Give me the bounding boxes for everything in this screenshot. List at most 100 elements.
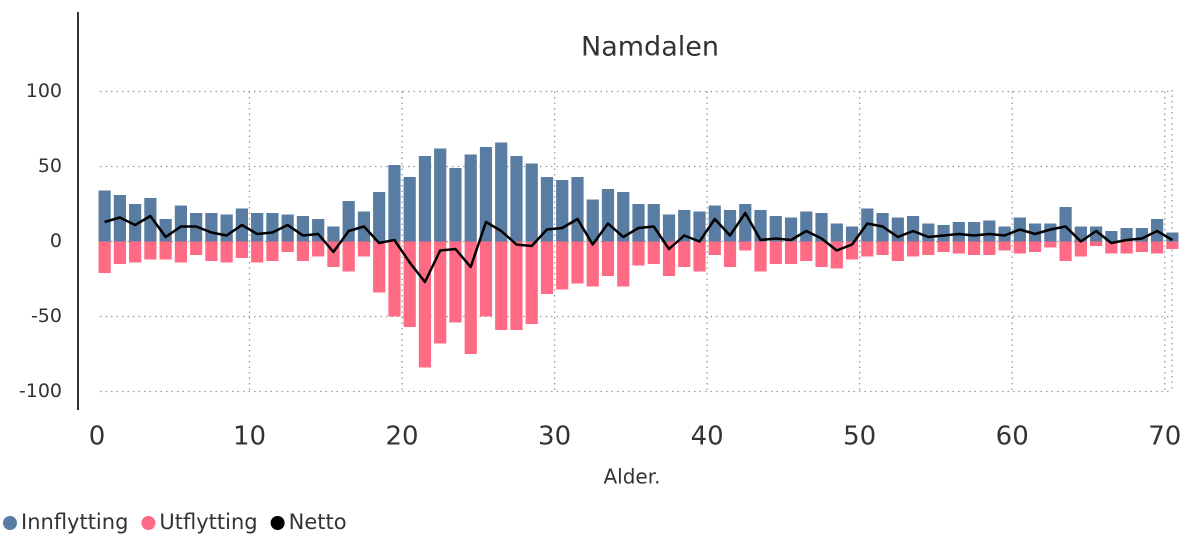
bar: [769, 216, 782, 242]
bar: [556, 180, 569, 242]
bar: [1120, 228, 1133, 242]
bar: [586, 241, 599, 287]
bar: [754, 241, 767, 272]
bar: [1105, 241, 1118, 254]
x-axis-label: Alder.: [604, 465, 661, 489]
bar: [205, 241, 218, 261]
y-tick-label: 0: [50, 230, 62, 252]
chart-title: Namdalen: [581, 32, 719, 63]
bar: [1028, 223, 1042, 242]
bar: [464, 241, 477, 354]
bar: [1028, 241, 1042, 252]
bar: [403, 241, 416, 327]
bar: [449, 241, 462, 323]
bar: [540, 241, 554, 294]
y-tick-label: -50: [31, 305, 62, 327]
bar: [220, 241, 233, 263]
legend-marker: [141, 516, 156, 530]
bar: [327, 226, 340, 242]
bar: [769, 241, 782, 264]
bar: [998, 241, 1011, 251]
bar: [342, 241, 355, 272]
bar: [815, 213, 828, 242]
bar: [708, 241, 721, 255]
bar: [418, 156, 432, 242]
bar: [662, 241, 676, 276]
bar: [906, 216, 920, 242]
bar: [1090, 241, 1103, 246]
y-tick-label: 100: [26, 80, 62, 102]
line: [104, 211, 1174, 284]
bar: [739, 204, 752, 242]
bar: [601, 189, 615, 242]
bar: [1044, 241, 1057, 248]
bar: [174, 241, 187, 263]
bar: [647, 204, 660, 242]
bar: [235, 241, 249, 258]
bar: [373, 192, 386, 242]
x-tick-label: 30: [538, 422, 571, 452]
bar: [1059, 207, 1072, 242]
bar: [739, 241, 752, 251]
bar: [784, 217, 798, 242]
bar: [830, 223, 843, 242]
bar: [678, 210, 691, 242]
bar: [906, 241, 920, 257]
bar: [617, 192, 630, 242]
bar: [510, 241, 523, 330]
x-tick-label: 60: [996, 422, 1029, 452]
bar: [571, 241, 584, 284]
bar: [357, 241, 371, 257]
bar: [1151, 241, 1164, 254]
bar: [296, 216, 310, 242]
bar: [296, 241, 310, 261]
bar: [129, 204, 142, 242]
bar: [647, 241, 660, 264]
bar: [312, 241, 325, 257]
bar: [861, 241, 874, 257]
bar: [251, 213, 264, 242]
bar: [693, 241, 706, 272]
bar: [632, 204, 645, 242]
bar: [434, 148, 447, 242]
bar: [556, 241, 569, 290]
x-tick-label: 40: [691, 422, 724, 452]
bar: [98, 190, 111, 242]
bar: [464, 154, 477, 242]
bar: [937, 241, 950, 252]
bar: [1166, 241, 1179, 249]
bar: [251, 241, 264, 263]
bar: [617, 241, 630, 287]
bar: [967, 241, 981, 255]
bar: [281, 214, 294, 242]
bar: [845, 226, 859, 242]
bar: [876, 241, 889, 255]
bar: [983, 241, 996, 255]
bar: [281, 241, 294, 252]
legend-marker: [3, 516, 17, 530]
bar: [495, 241, 508, 330]
bar: [1135, 241, 1148, 252]
bar: [403, 177, 416, 242]
bar: [1090, 226, 1103, 242]
bar: [190, 241, 203, 255]
bar: [495, 142, 508, 242]
bar: [693, 211, 706, 242]
legend-label: Utflytting: [159, 510, 257, 534]
bar: [632, 241, 645, 266]
x-tick-label: 0: [89, 422, 106, 452]
bar: [922, 223, 935, 242]
bar: [144, 241, 157, 260]
bar: [937, 225, 950, 242]
bar: [205, 213, 218, 242]
bar: [479, 241, 493, 317]
bar: [571, 177, 584, 242]
bar: [662, 214, 676, 242]
x-tick-label: 10: [233, 422, 266, 452]
x-tick-label: 20: [386, 422, 419, 452]
bar: [678, 241, 691, 267]
bar: [952, 241, 965, 254]
bar: [479, 147, 493, 242]
bar: [800, 211, 813, 242]
